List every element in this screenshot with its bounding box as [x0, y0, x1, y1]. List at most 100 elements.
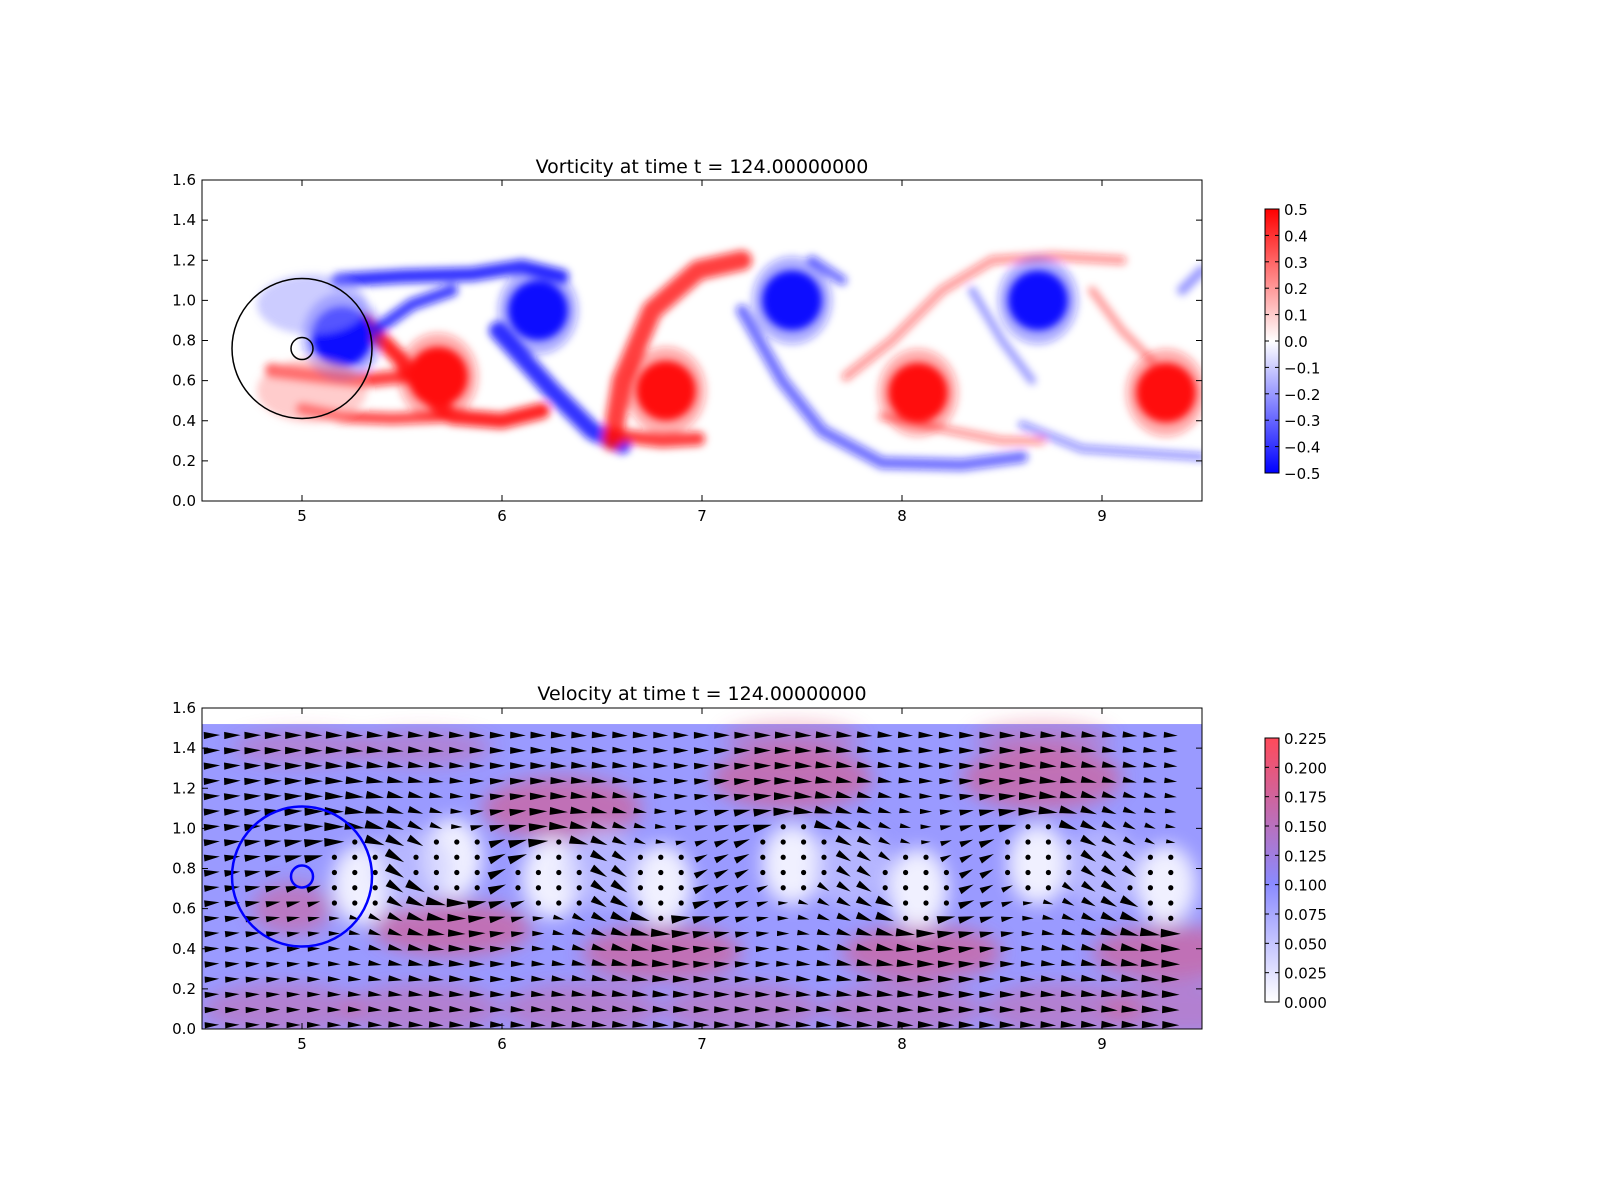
quiver-arrow: [489, 824, 506, 832]
vorticity-filament: [968, 286, 1036, 385]
quiver-arrow: [979, 1006, 996, 1013]
quiver-arrow: [796, 960, 811, 967]
quiver-arrow: [204, 885, 220, 892]
quiver-arrow: [284, 823, 303, 832]
vorticity-colorbar-ticks: 0.5 0.4 0.3 0.2 0.1 0.0 −0.1 −0.2 −0.3 −0.4 −0.5: [1265, 201, 1320, 483]
quiver-arrow: [753, 808, 772, 817]
quiver-arrow: [307, 946, 321, 952]
x-tick-label: 5: [297, 507, 307, 525]
quiver-arrow: [203, 854, 220, 862]
quiver-arrow: [672, 945, 691, 953]
quiver-arrow: [244, 747, 262, 755]
positive-vortex-core: [888, 362, 948, 423]
magnitude-region: [252, 882, 332, 935]
quiver-arrow: [305, 746, 323, 755]
quiver-arrow: [529, 792, 547, 801]
quiver-arrow: [245, 991, 260, 998]
quiver-arrow: [203, 747, 221, 755]
quiver-arrow: [856, 761, 873, 769]
x-tick-label: 7: [697, 1035, 707, 1053]
quiver-arrow: [939, 762, 954, 769]
quiver-arrow: [510, 777, 526, 785]
quiver-arrow: [224, 915, 240, 923]
quiver-arrow: [940, 854, 952, 863]
quiver-arrow: [958, 975, 975, 983]
quiver-arrow: [531, 945, 545, 952]
quiver-arrow: [713, 809, 730, 817]
quiver-arrow: [877, 761, 893, 769]
quiver-arrow: [836, 881, 851, 892]
quiver-arrow: [632, 1020, 649, 1028]
quiver-arrow: [1165, 839, 1176, 844]
quiver-arrow: [510, 931, 525, 938]
quiver-arrow: [777, 930, 790, 937]
quiver-arrow: [899, 823, 912, 828]
quiver-arrow: [551, 975, 566, 982]
quiver-dot: [1168, 885, 1174, 891]
quiver-arrow: [203, 731, 221, 740]
quiver-arrow: [856, 974, 873, 982]
quiver-dot: [1025, 885, 1031, 891]
quiver-arrow: [814, 791, 833, 799]
quiver-arrow: [511, 945, 525, 952]
quiver-arrow: [835, 805, 853, 814]
quiver-arrow: [571, 959, 587, 966]
quiver-arrow: [1100, 958, 1118, 967]
colorbar-tick-label: −0.5: [1284, 465, 1320, 483]
quiver-arrow: [755, 991, 771, 998]
quiver-arrow: [632, 1005, 649, 1013]
quiver-arrow: [897, 990, 914, 998]
quiver-arrow: [345, 791, 364, 800]
magnitude-region: [352, 730, 492, 767]
velocity-y-ticks: 0.0 0.2 0.4 0.6 0.8 1.0 1.2 1.4 1.6: [172, 699, 1202, 1038]
quiver-arrow: [225, 1006, 240, 1014]
colorbar-tick-label: 0.225: [1284, 730, 1327, 748]
quiver-arrow: [876, 943, 894, 951]
quiver-arrow: [407, 820, 424, 830]
quiver-arrow: [1081, 731, 1097, 738]
quiver-arrow: [938, 1021, 955, 1029]
quiver-arrow: [795, 1021, 812, 1028]
quiver-arrow: [510, 990, 526, 998]
quiver-arrow: [755, 946, 770, 953]
quiver-arrow: [407, 776, 424, 784]
quiver-arrow: [734, 884, 749, 894]
quiver-arrow: [959, 825, 974, 832]
quiver-arrow: [1081, 912, 1097, 922]
quiver-arrow: [1080, 805, 1097, 815]
quiver-arrow: [632, 990, 649, 998]
y-tick-label: 1.0: [172, 291, 196, 309]
y-tick-label: 1.6: [172, 699, 196, 717]
quiver-arrow: [488, 900, 506, 909]
vorticity-filament: [1177, 265, 1202, 296]
quiver-arrow: [836, 912, 852, 921]
quiver-dot: [576, 885, 582, 891]
quiver-arrow: [734, 731, 751, 739]
quiver-arrow: [449, 1021, 465, 1028]
quiver-arrow: [1122, 761, 1137, 768]
quiver-dot: [413, 854, 419, 860]
quiver-arrow: [1163, 731, 1178, 738]
quiver-arrow: [387, 912, 403, 922]
quiver-arrow: [286, 991, 301, 998]
quiver-arrow: [796, 945, 811, 951]
quiver-arrow: [713, 931, 730, 939]
quiver-arrow: [856, 731, 873, 738]
quiver-arrow: [671, 915, 691, 924]
quiver-arrow: [692, 931, 711, 939]
quiver-dot: [535, 900, 542, 906]
quiver-arrow: [386, 895, 403, 907]
quiver-arrow: [898, 792, 913, 799]
quiver-arrow: [693, 731, 710, 739]
quiver-arrow: [468, 930, 486, 938]
quiver-arrow: [611, 1020, 628, 1028]
quiver-arrow: [611, 974, 628, 982]
quiver-arrow: [489, 916, 506, 924]
quiver-arrow: [1040, 731, 1057, 739]
quiver-dot: [801, 839, 807, 845]
quiver-dot: [454, 839, 460, 845]
quiver-arrow: [1000, 975, 1016, 983]
quiver-arrow: [591, 746, 608, 754]
quiver-arrow: [793, 806, 814, 815]
quiver-arrow: [694, 762, 710, 770]
